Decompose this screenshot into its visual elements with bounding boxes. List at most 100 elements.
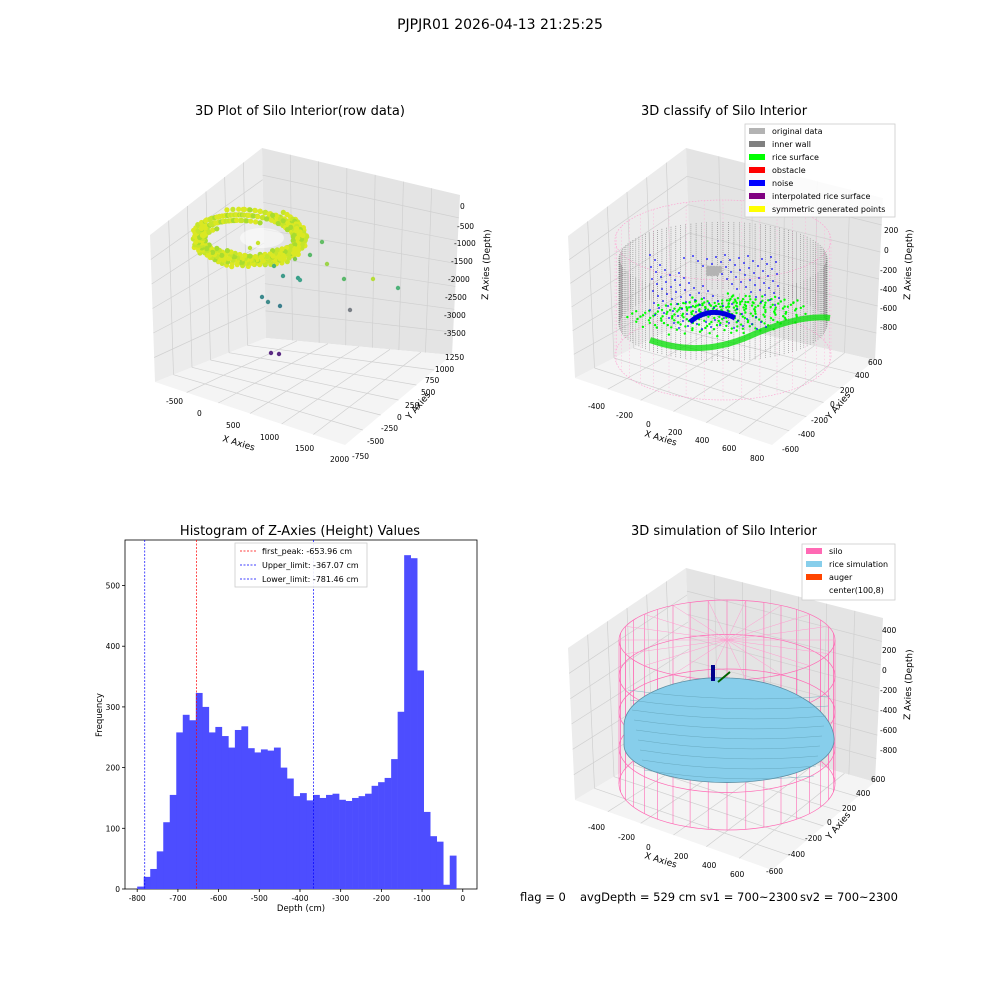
data-point	[292, 256, 298, 262]
noise-point	[722, 305, 724, 307]
z-tick: -2000	[448, 275, 470, 284]
gridline	[738, 352, 845, 435]
rice-point	[668, 308, 672, 312]
rice-point	[660, 308, 664, 312]
rice-point	[774, 306, 777, 309]
data-point	[250, 213, 256, 219]
rice-point	[708, 303, 711, 306]
legend-swatch	[749, 180, 765, 186]
noise-point	[676, 303, 678, 305]
noise-point	[764, 294, 766, 296]
plot4-title: 3D simulation of Silo Interior	[631, 524, 817, 539]
noise-point	[760, 301, 762, 303]
gridline	[398, 181, 404, 351]
noise-point	[695, 311, 697, 313]
x-tick-label: -700	[169, 894, 186, 903]
rice-point	[721, 299, 724, 302]
mesh-line	[629, 699, 829, 710]
noise-point	[684, 289, 686, 291]
x-tick: 400	[695, 436, 710, 445]
noise-point	[666, 293, 668, 295]
noise-point	[678, 272, 680, 274]
x-tick: 600	[730, 870, 745, 879]
rice-point	[719, 305, 722, 308]
rice-point	[656, 310, 660, 313]
legend: original data inner wall rice surface ob…	[744, 123, 896, 218]
gridline	[264, 256, 456, 287]
y-tick-label: 300	[106, 703, 121, 712]
noise-point	[773, 292, 775, 294]
silo-spoke	[707, 600, 728, 641]
mesh-line	[637, 739, 821, 750]
data-point	[277, 303, 283, 309]
noise-point	[677, 315, 679, 317]
rice-point	[708, 332, 711, 335]
rice-point	[733, 298, 737, 301]
rice-point	[783, 316, 787, 319]
rice-point	[754, 305, 757, 309]
data-point	[258, 254, 264, 260]
rice-point	[730, 331, 733, 334]
data-point	[296, 231, 302, 237]
y-tick: -750	[352, 452, 369, 461]
rice-point	[739, 323, 743, 326]
legend-label: noise	[772, 179, 793, 188]
y-tick-label: 0	[115, 885, 120, 894]
noise-point	[727, 310, 729, 312]
noise-point	[755, 296, 757, 298]
noise-point	[745, 286, 747, 288]
y-tick: -600	[782, 445, 799, 454]
gridline	[262, 174, 459, 219]
noise-point	[776, 273, 778, 275]
rice-point	[734, 309, 737, 312]
rice-point	[727, 302, 730, 306]
legend-label: Upper_limit: -367.07 cm	[262, 561, 359, 570]
noise-point	[669, 274, 671, 276]
silo-spoke	[726, 639, 782, 675]
noise-point	[651, 278, 653, 280]
mesh-line	[627, 689, 831, 700]
rice-point	[761, 295, 764, 298]
data-point	[195, 222, 201, 228]
rice-point	[717, 319, 720, 323]
rice-band	[648, 314, 831, 352]
noise-point	[758, 277, 760, 279]
data-point	[252, 208, 258, 214]
data-point	[288, 224, 294, 230]
histogram-bar	[449, 855, 457, 889]
rice-point	[764, 310, 767, 314]
rice-point	[703, 319, 706, 322]
gridline	[313, 351, 422, 435]
noise-point	[704, 309, 706, 311]
legend-label: first_peak: -653.96 cm	[262, 547, 352, 556]
x-axis-label: X Axies	[643, 851, 678, 870]
rice-point	[743, 316, 747, 320]
rice-point	[741, 315, 744, 318]
y-tick: 0	[397, 413, 402, 422]
rice-point	[662, 321, 666, 325]
z-tick: 0	[460, 202, 465, 211]
legend: silo rice simulation auger center(100,8)	[801, 543, 896, 601]
z-tick: -800	[880, 323, 897, 332]
rice-point	[730, 327, 733, 330]
noise-point	[723, 317, 725, 319]
rice-point	[649, 316, 652, 320]
noise-point	[657, 295, 659, 297]
x-tick-label: -400	[291, 894, 308, 903]
y-tick: -250	[381, 424, 398, 433]
noise-point	[693, 287, 695, 289]
gridline	[265, 310, 454, 333]
rice-point	[777, 302, 780, 305]
rice-point	[700, 297, 703, 301]
rice-point	[671, 315, 674, 318]
data-point	[214, 245, 220, 251]
data-point	[292, 232, 298, 238]
histogram-bars	[137, 555, 457, 889]
rice-point	[667, 333, 671, 336]
x-tick: 500	[226, 421, 241, 430]
noise-point	[720, 261, 722, 263]
histogram-bar	[410, 558, 418, 889]
rice-point	[704, 305, 707, 309]
noise-point	[663, 312, 665, 314]
histogram-bar	[189, 720, 197, 889]
